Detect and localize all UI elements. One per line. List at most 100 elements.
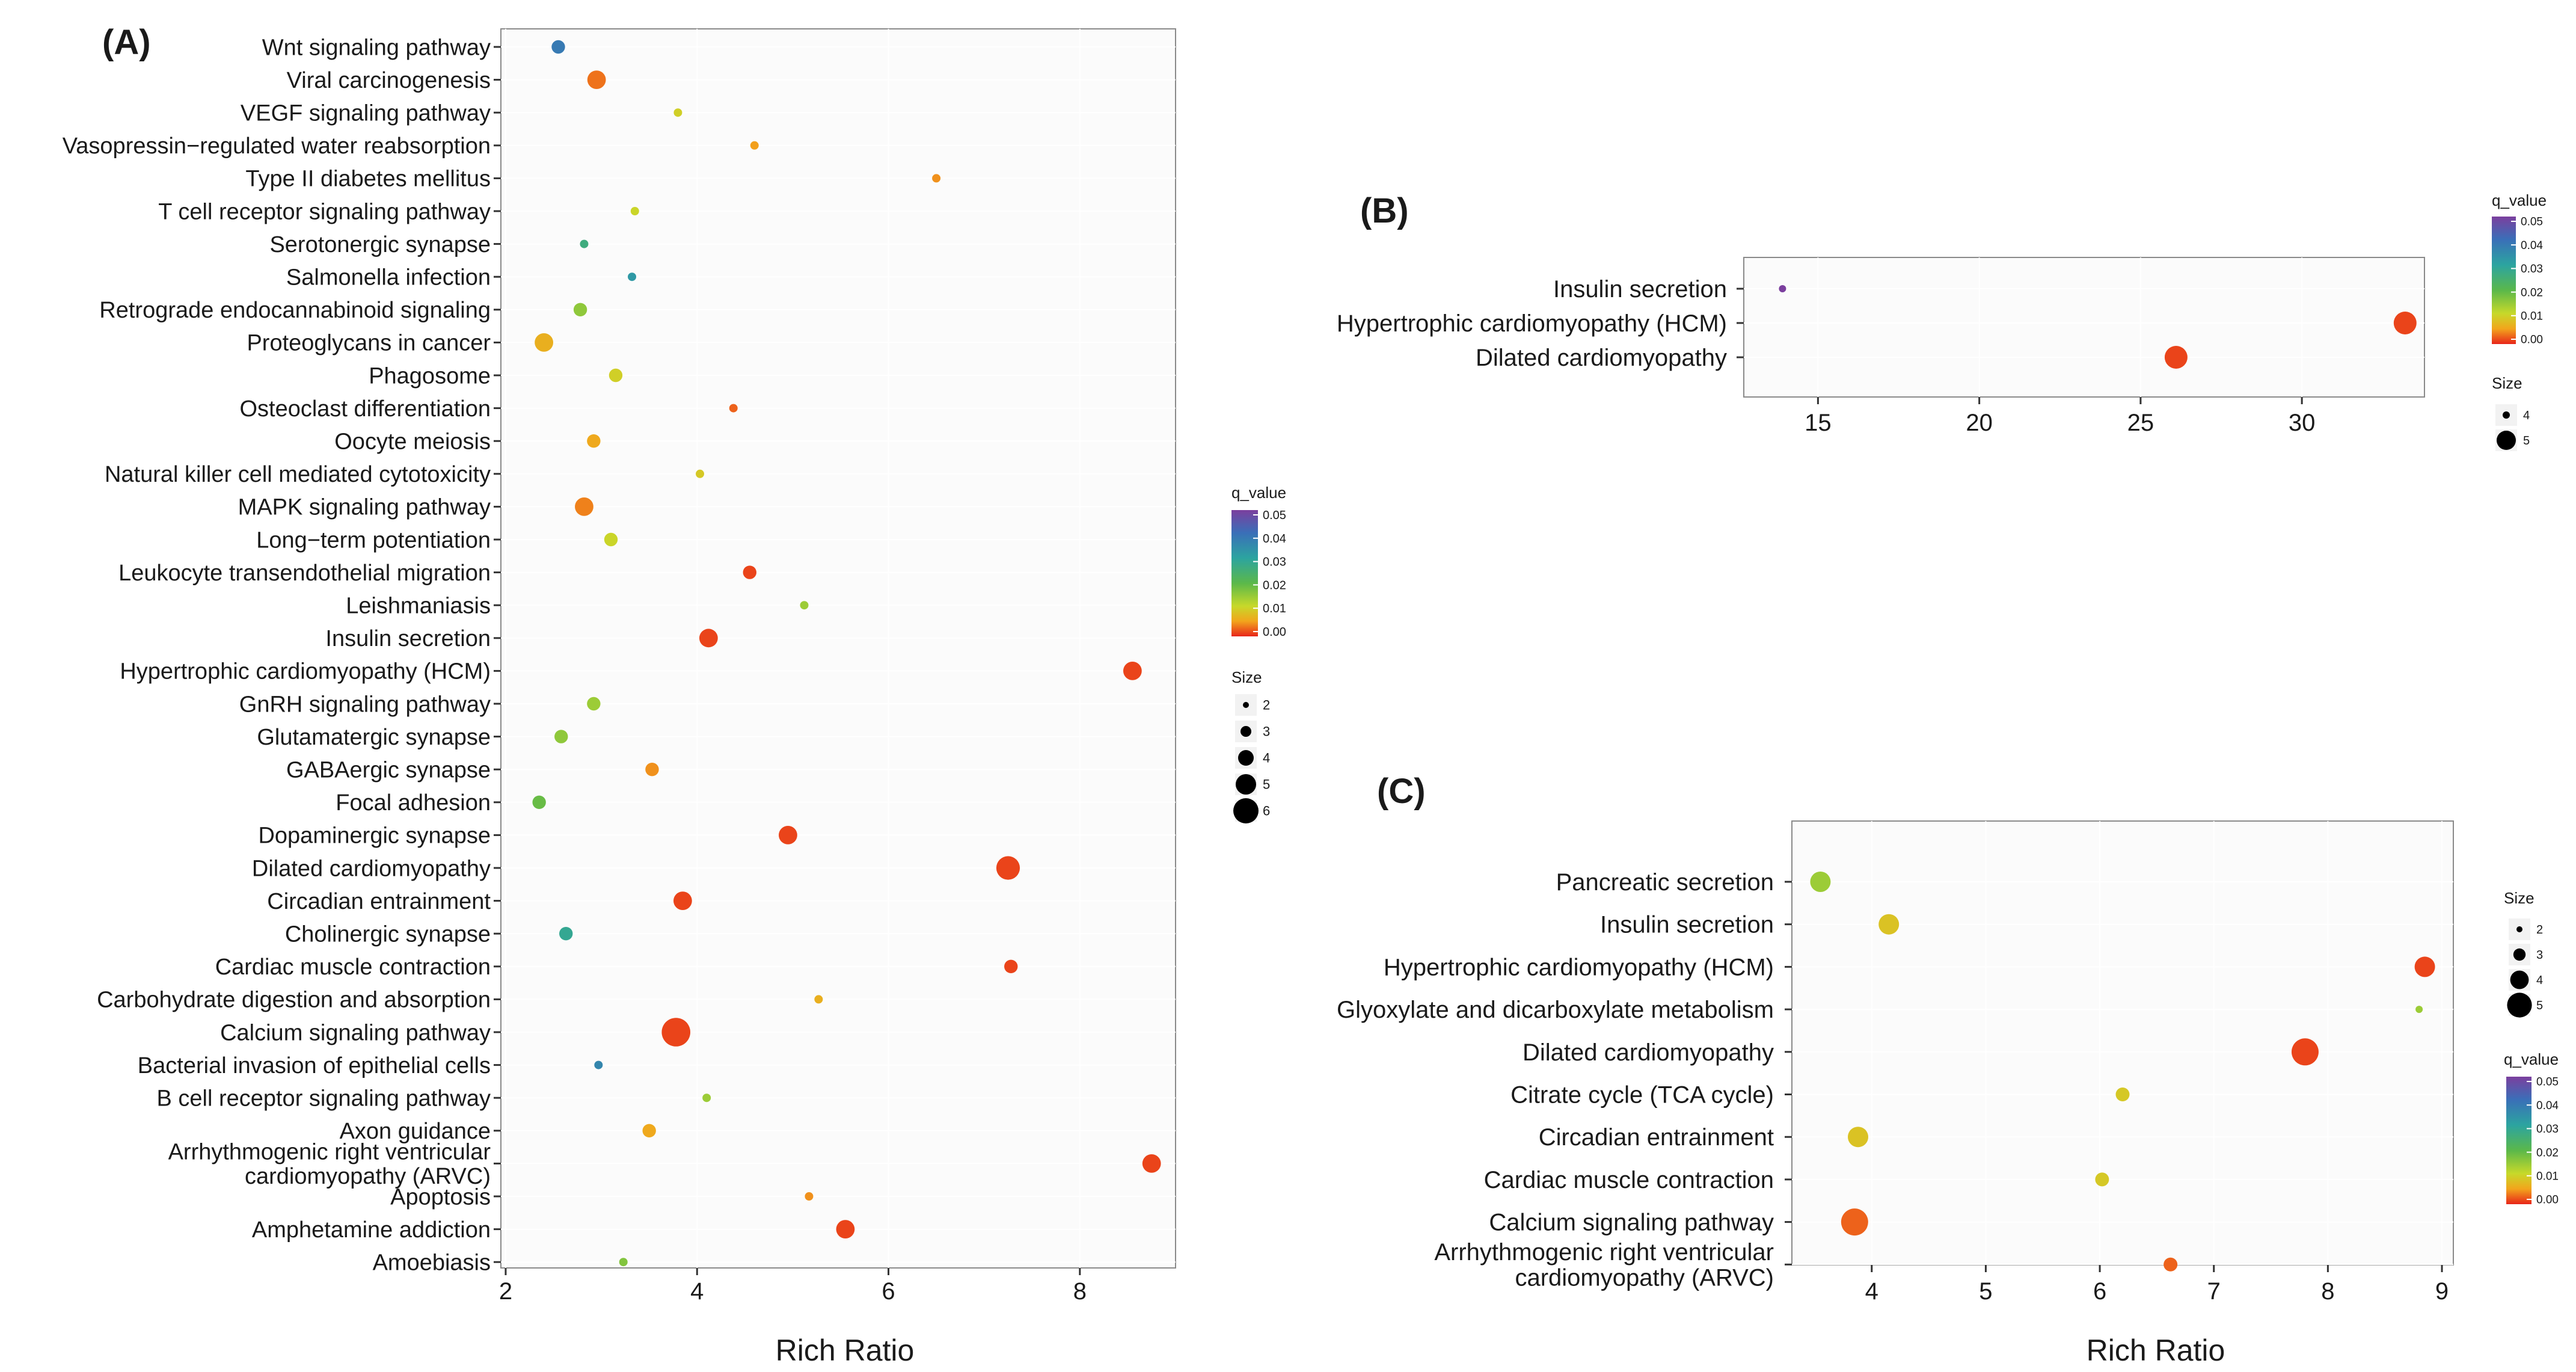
category-label: Proteoglycans in cancer: [247, 331, 491, 356]
data-point: [696, 469, 705, 478]
panel-c-label: (C): [1377, 772, 1426, 811]
category-label: Cholinergic synapse: [285, 922, 491, 947]
size-key-label: 2: [2536, 923, 2543, 937]
data-point: [2115, 1087, 2130, 1101]
data-point: [661, 1018, 691, 1047]
category-label: Arrhythmogenic right ventricular: [1434, 1239, 1774, 1266]
panel-b-gridlines: [1744, 257, 2424, 397]
data-point: [551, 40, 565, 54]
category-label: Type II diabetes mellitus: [245, 167, 491, 192]
x-tick-label: 4: [1865, 1278, 1878, 1305]
category-label: MAPK signaling pathway: [238, 495, 491, 520]
category-label: Dilated cardiomyopathy: [1476, 345, 1727, 371]
data-point: [2291, 1038, 2319, 1066]
panel-b-y-ticks: [1737, 288, 1744, 358]
size-key-label: 5: [2523, 434, 2530, 448]
x-tick-label: 9: [2435, 1278, 2449, 1305]
panel-a-color-bar-ticks: 0.05 0.04 0.03 0.02 0.01 0.00: [1253, 509, 1286, 639]
x-tick-label: 30: [2289, 410, 2316, 436]
panel-b-color-bar-ticks: 0.05 0.04 0.03 0.02 0.01 0.00: [2511, 216, 2543, 346]
size-key-dot: [1233, 798, 1259, 823]
panel-c-x-axis-title: Rich Ratio: [2087, 1334, 2225, 1367]
data-point: [630, 207, 639, 215]
x-tick-label: 6: [882, 1278, 895, 1305]
x-tick-label: 2: [499, 1278, 512, 1305]
data-point: [628, 272, 637, 281]
size-key-label: 5: [1263, 777, 1270, 792]
category-label: Dilated cardiomyopathy: [1523, 1039, 1774, 1066]
x-tick-label: 4: [690, 1278, 704, 1305]
data-point: [587, 697, 601, 711]
data-point: [2164, 346, 2188, 369]
size-key-dot: [1243, 702, 1249, 708]
data-point: [559, 927, 573, 941]
data-point: [1779, 285, 1786, 292]
panel-c-category-labels: Pancreatic secretion Insulin secretion Hyp…: [1337, 869, 1774, 1291]
panel-a-gridlines: [501, 29, 1176, 1268]
category-label: T cell receptor signaling pathway: [158, 199, 491, 224]
data-point: [532, 795, 546, 810]
x-tick-label: 8: [2321, 1278, 2334, 1305]
panel-b-category-labels: Insulin secretion Hypertrophic cardiomyop…: [1337, 276, 1727, 371]
color-bar-tick-label: 0.00: [2521, 334, 2543, 346]
data-point: [673, 891, 692, 910]
category-label: Amoebiasis: [373, 1250, 491, 1276]
data-point: [1142, 1154, 1161, 1173]
data-point: [1878, 914, 1900, 935]
panel-a-y-ticks: [494, 46, 501, 1263]
data-point: [580, 239, 589, 248]
data-point: [609, 368, 623, 383]
panel-a-plot-area: [500, 28, 1176, 1269]
data-point: [2414, 956, 2435, 977]
data-point: [814, 995, 823, 1004]
panel-c-color-bar: [2506, 1077, 2532, 1204]
category-label: Cardiac muscle contraction: [1484, 1167, 1774, 1193]
size-key-dot: [1240, 726, 1251, 737]
category-label: Oocyte meiosis: [334, 429, 491, 455]
data-point: [836, 1220, 855, 1238]
data-point: [587, 70, 606, 89]
data-point: [743, 565, 756, 579]
category-label: Calcium signaling pathway: [220, 1020, 491, 1045]
size-key-dot: [1236, 774, 1256, 795]
category-label: Serotonergic synapse: [269, 232, 491, 257]
category-label: Carbohydrate digestion and absorption: [97, 988, 491, 1013]
size-key-dot: [2516, 926, 2522, 932]
size-key-label: 2: [1263, 698, 1270, 713]
x-tick-label: 8: [1073, 1278, 1087, 1305]
panel-a-category-labels: Wnt signaling pathway Viral carcinogenesi…: [63, 35, 491, 1275]
data-point: [699, 629, 718, 648]
category-label: B cell receptor signaling pathway: [156, 1086, 491, 1112]
panel-c-points: [1810, 872, 2435, 1272]
category-label: Calcium signaling pathway: [1489, 1210, 1774, 1236]
category-label: Natural killer cell mediated cytotoxicit…: [105, 462, 491, 487]
size-key-label: 5: [2536, 999, 2543, 1012]
data-point: [535, 333, 554, 352]
category-label: Wnt signaling pathway: [262, 35, 491, 60]
size-key-dot: [1238, 750, 1254, 766]
data-point: [1810, 872, 1831, 892]
color-bar-tick-label: 0.01: [2536, 1170, 2559, 1183]
x-tick-label: 7: [2207, 1278, 2221, 1305]
size-key-dot: [2507, 992, 2532, 1018]
panel-c-color-bar-ticks: 0.05 0.04 0.03 0.02 0.01 0.00: [2527, 1076, 2559, 1207]
data-point: [1848, 1127, 1868, 1148]
data-point: [2393, 312, 2417, 334]
category-label: Arrhythmogenic right ventricular: [168, 1140, 491, 1165]
category-label: Glutamatergic synapse: [257, 725, 491, 750]
size-key-dot: [2497, 431, 2516, 450]
size-key-dot: [2513, 948, 2526, 961]
panel-b-legend-color-title: q_value: [2492, 191, 2547, 209]
category-label: Viral carcinogenesis: [287, 68, 491, 93]
data-point: [996, 856, 1020, 880]
category-label: Pancreatic secretion: [1556, 869, 1774, 896]
panel-a-size-legend: 2 3 4 5 6: [1233, 694, 1270, 823]
panel-b-x-ticks: 15 20 25 30: [1805, 397, 2315, 436]
category-label: GnRH signaling pathway: [239, 692, 491, 717]
category-label: Leukocyte transendothelial migration: [118, 561, 491, 586]
data-point: [2164, 1257, 2178, 1272]
color-bar-tick-label: 0.01: [1263, 602, 1286, 615]
category-label: Long−term potentiation: [256, 528, 491, 553]
color-bar-tick-label: 0.05: [2536, 1076, 2559, 1089]
color-bar-tick-label: 0.01: [2521, 310, 2543, 322]
